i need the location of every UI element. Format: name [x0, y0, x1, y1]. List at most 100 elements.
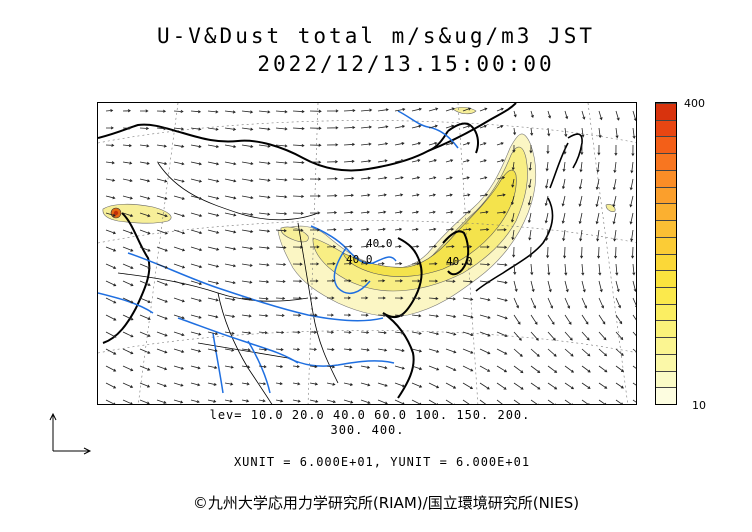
wind-vector [511, 161, 515, 171]
wind-vector [462, 210, 472, 214]
wind-vector [122, 314, 134, 321]
wind-vector [275, 330, 285, 335]
dust-plume-core [342, 169, 517, 277]
wind-vector [377, 142, 389, 146]
wind-vector [428, 296, 439, 301]
wind-vector [496, 193, 506, 197]
wind-vector [445, 244, 455, 249]
wind-vector [445, 107, 455, 112]
wind-vector [156, 127, 167, 131]
wind-vector [105, 195, 116, 200]
wind-vector [258, 161, 271, 165]
wind-vector [122, 246, 134, 252]
wind-vector [598, 365, 608, 373]
wind-vector [445, 141, 454, 146]
wind-vector [224, 229, 237, 234]
wind-vector [428, 331, 440, 336]
wind-vector [360, 382, 371, 387]
wind-vector [510, 212, 515, 223]
wind-vector [343, 382, 354, 387]
wind-vector [632, 382, 636, 386]
wind-vector [173, 161, 185, 166]
wind-vector [513, 127, 517, 136]
wind-vector [105, 263, 117, 269]
wind-vector [292, 211, 304, 215]
wind-vector [630, 229, 634, 242]
wind-vector [547, 331, 556, 341]
wind-vector [122, 195, 133, 200]
wind-vector [258, 144, 271, 148]
wind-vector [258, 195, 271, 199]
wind-vector [595, 195, 600, 208]
wind-vector [496, 348, 508, 355]
wind-vector [292, 364, 300, 369]
wind-vector [326, 126, 339, 130]
colorbar-segment [656, 119, 676, 137]
wind-vector [428, 107, 439, 112]
wind-vector [105, 178, 116, 182]
wind-vector [207, 178, 220, 183]
wind-vector [309, 143, 322, 147]
wind-vector [598, 331, 607, 341]
wind-vector [377, 244, 386, 249]
wind-vector [428, 279, 439, 283]
wind-vector [241, 399, 250, 403]
wind-vector [139, 126, 150, 130]
wind-vector [496, 365, 508, 373]
wind-vector [615, 110, 620, 121]
wind-vector [292, 262, 303, 266]
wind-vector [122, 331, 134, 338]
wind-vector [547, 399, 556, 404]
wind-vector [530, 399, 540, 404]
wind-vector [139, 263, 151, 269]
wind-vector [190, 195, 203, 200]
wind-vector [326, 347, 335, 352]
colorbar-max-label: 400 [684, 97, 705, 110]
wind-vector [496, 125, 504, 129]
wind-vector [462, 280, 474, 284]
wind-vector [105, 331, 117, 338]
wind-vector [122, 297, 134, 304]
wind-vector [139, 212, 151, 218]
wind-vector [428, 141, 438, 146]
wind-vector [292, 143, 305, 148]
wind-vector [275, 296, 286, 300]
wind-vector [360, 108, 373, 112]
wind-vector [547, 280, 552, 293]
colorbar-segment [656, 236, 676, 254]
map-title: U-V&Dust total m/s&ug/m3 JST [156, 24, 595, 48]
wind-vector [479, 245, 490, 249]
wind-vector [156, 331, 168, 337]
wind-vector [496, 331, 508, 337]
wind-vector [139, 399, 150, 404]
wind-vector [428, 244, 438, 249]
wind-vector [258, 399, 266, 403]
wind-vector [292, 194, 305, 198]
wind-vector [428, 193, 436, 197]
wind-vector [156, 297, 168, 303]
vector-units: XUNIT = 6.000E+01, YUNIT = 6.000E+01 [233, 455, 531, 469]
dust-patch-west [102, 203, 172, 224]
wind-vector [241, 314, 252, 318]
wind-vector [629, 212, 634, 225]
wind-vector [122, 280, 134, 287]
wind-vector [309, 126, 322, 130]
wind-vector [411, 159, 421, 163]
wind-vector [139, 195, 151, 200]
wind-vector [275, 161, 288, 165]
wind-vector [292, 177, 305, 182]
wind-vector [343, 262, 353, 266]
wind-vector [224, 382, 234, 386]
wind-vector [479, 159, 487, 163]
wind-vector [615, 399, 623, 404]
wind-vector [428, 159, 437, 163]
wind-vector [632, 348, 636, 353]
wind-vector [207, 212, 220, 217]
wind-vector [596, 229, 600, 242]
wind-vector [479, 297, 491, 302]
wind-vector [190, 365, 201, 370]
wind-vector [207, 314, 219, 319]
wind-vector [360, 279, 368, 283]
wind-vector [445, 365, 457, 371]
wind-vector [479, 262, 491, 267]
